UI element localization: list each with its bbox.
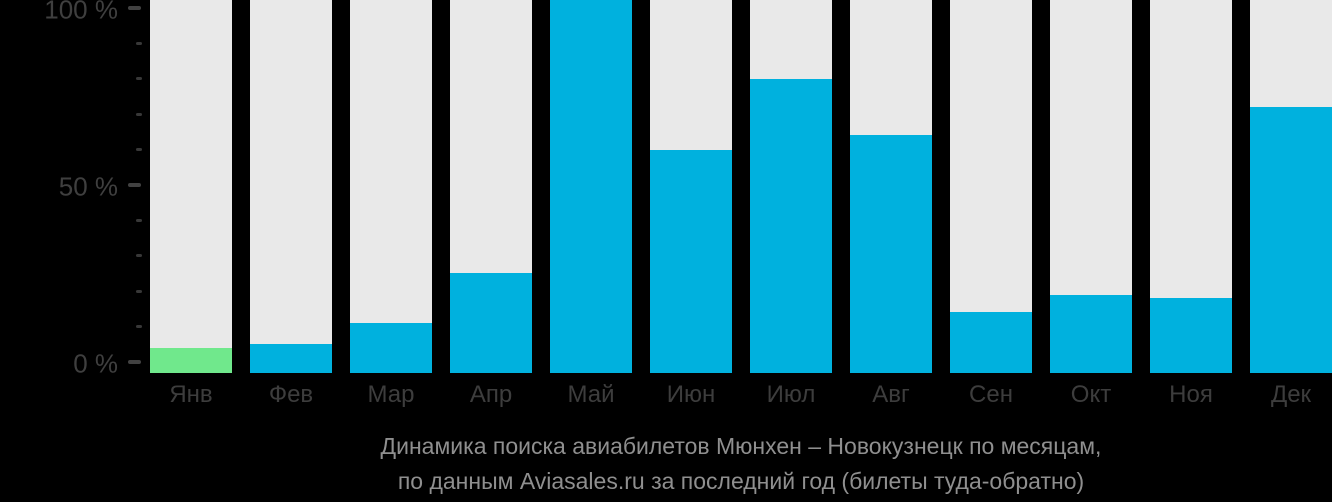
- bar-track: [650, 0, 732, 373]
- bar-fill: [550, 0, 632, 373]
- bar-track: [1150, 0, 1232, 373]
- bar-fill: [1150, 298, 1232, 373]
- bar-fill: [150, 348, 232, 373]
- month-label: Янв: [169, 381, 213, 408]
- bar-track: [150, 0, 232, 373]
- bar-column-Апр: Апр: [450, 0, 532, 408]
- bar-column-Ноя: Ноя: [1150, 0, 1232, 408]
- y-axis-minor-tick: [136, 325, 142, 329]
- bar-column-Окт: Окт: [1050, 0, 1132, 408]
- y-axis-major-tick: [128, 6, 141, 10]
- month-label: Май: [567, 381, 615, 408]
- y-axis-minor-tick: [136, 148, 142, 152]
- y-axis-minor-tick: [136, 77, 142, 81]
- bar-column-Янв: Янв: [150, 0, 232, 408]
- y-axis-label-0: 0 %: [73, 348, 118, 379]
- y-axis-minor-tick: [136, 112, 142, 116]
- y-axis-minor-tick: [136, 289, 142, 293]
- bar-column-Июн: Июн: [650, 0, 732, 408]
- bar-fill: [1050, 295, 1132, 373]
- y-axis-minor-tick: [136, 41, 142, 45]
- bar-column-Авг: Авг: [850, 0, 932, 408]
- bar-fill: [250, 344, 332, 373]
- bar-track: [950, 0, 1032, 373]
- month-label: Мар: [367, 381, 415, 408]
- bar-column-Дек: Дек: [1250, 0, 1332, 408]
- month-label: Авг: [872, 381, 910, 408]
- y-axis-minor-tick: [136, 218, 142, 222]
- month-label: Окт: [1070, 381, 1112, 408]
- month-label: Дек: [1270, 381, 1312, 408]
- y-axis-label-100: 100 %: [44, 0, 118, 25]
- bar-column-Фев: Фев: [250, 0, 332, 408]
- caption-line-2: по данным Aviasales.ru за последний год …: [397, 468, 1085, 494]
- bar-track: [450, 0, 532, 373]
- y-axis-label-50: 50 %: [58, 171, 118, 202]
- bar-fill: [650, 150, 732, 373]
- y-axis-major-tick: [128, 183, 141, 187]
- bar-column-Мар: Мар: [350, 0, 432, 408]
- bar-fill: [350, 323, 432, 373]
- month-label: Апр: [469, 381, 513, 408]
- bar-track: [1250, 0, 1332, 373]
- bar-column-Май: Май: [550, 0, 632, 408]
- month-label: Июн: [666, 381, 716, 408]
- month-label: Фев: [268, 381, 314, 408]
- bar-fill: [950, 312, 1032, 373]
- bar-column-Июл: Июл: [750, 0, 832, 408]
- y-axis-major-tick: [128, 360, 141, 364]
- bar-fill: [850, 135, 932, 373]
- month-label: Июл: [766, 381, 816, 408]
- bar-fill: [1250, 107, 1332, 373]
- bar-track: [1050, 0, 1132, 373]
- bar-fill: [450, 273, 532, 373]
- y-axis-minor-tick: [136, 254, 142, 258]
- bar-track: [350, 0, 432, 373]
- bar-track: [850, 0, 932, 373]
- chart-caption: Динамика поиска авиабилетов Мюнхен – Нов…: [150, 429, 1332, 499]
- month-label: Ноя: [1169, 381, 1213, 408]
- bar-track: [550, 0, 632, 373]
- bar-fill: [750, 79, 832, 373]
- month-label: Сен: [969, 381, 1013, 408]
- bar-column-Сен: Сен: [950, 0, 1032, 408]
- caption-line-1: Динамика поиска авиабилетов Мюнхен – Нов…: [380, 433, 1102, 459]
- bar-track: [750, 0, 832, 373]
- bar-track: [250, 0, 332, 373]
